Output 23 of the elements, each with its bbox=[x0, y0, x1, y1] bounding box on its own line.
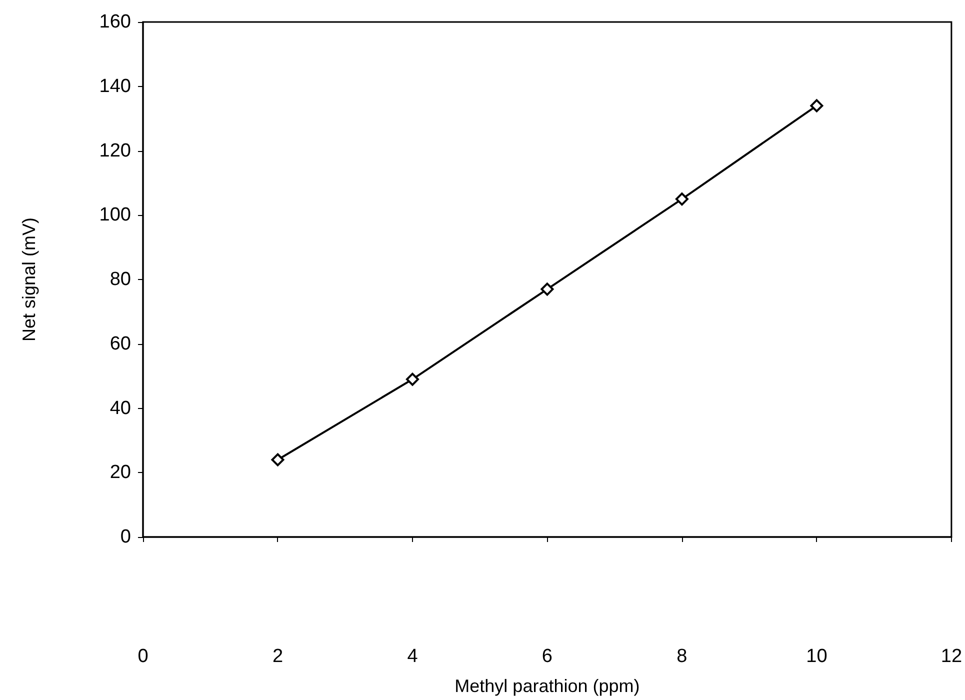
y-axis-title: Net signal (mV) bbox=[19, 217, 39, 342]
x-axis-title: Methyl parathion (ppm) bbox=[454, 676, 640, 696]
y-tick-label: 160 bbox=[99, 12, 131, 32]
y-tick-label: 120 bbox=[99, 140, 131, 162]
x-tick-label: 8 bbox=[676, 646, 688, 667]
x-tick-label: 6 bbox=[542, 646, 553, 667]
y-tick-label: 20 bbox=[110, 462, 131, 484]
x-tick-label: 4 bbox=[407, 646, 418, 667]
y-tick-label: 0 bbox=[120, 526, 131, 548]
x-tick-label: 2 bbox=[272, 646, 284, 667]
y-tick-label: 60 bbox=[110, 333, 131, 354]
point bbox=[271, 453, 284, 466]
y-tick-label: 140 bbox=[99, 76, 131, 97]
x-tick-label: 0 bbox=[138, 646, 148, 667]
x-tick-label: 10 bbox=[806, 646, 828, 667]
x-tick-label: 12 bbox=[940, 646, 962, 667]
y-tick-label: 40 bbox=[110, 398, 131, 419]
y-tick-label: 100 bbox=[99, 204, 131, 226]
point bbox=[675, 192, 688, 206]
point bbox=[406, 372, 419, 386]
point bbox=[540, 282, 554, 296]
y-tick-label: 80 bbox=[110, 269, 131, 290]
point bbox=[810, 99, 824, 112]
